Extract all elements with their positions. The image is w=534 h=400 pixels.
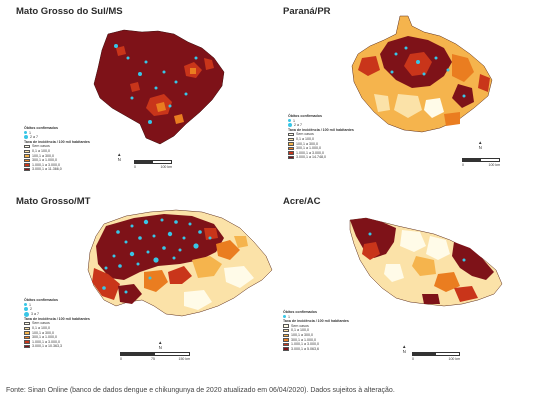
obito-dot-icon — [24, 307, 28, 312]
mt-class-4: 1.000,1 a 3.000,0 — [32, 339, 60, 344]
ac-title: Acre/AC — [283, 196, 321, 207]
pr-obito-2: 2 a 7 — [294, 123, 302, 128]
ac-class-4: 1.000,1 a 3.000,0 — [291, 342, 319, 347]
pr-scalebar: 0 100 km — [462, 158, 500, 167]
ac-scalebar: 0 100 km — [412, 352, 460, 361]
obito-dot-icon — [24, 303, 27, 307]
ac-legend: Óbitos confirmados 1 Taxa de incidência … — [283, 310, 349, 351]
ac-obitos-title: Óbitos confirmados — [283, 310, 317, 314]
pr-title: Paraná/PR — [283, 6, 331, 17]
ac-obitos-markers — [368, 232, 466, 262]
obito-dot-icon — [288, 123, 292, 128]
mt-obito-2: 2 — [30, 307, 32, 312]
ms-scale-left: 0 — [134, 164, 136, 169]
mt-class-5: 3.000,1 a 10.363,3 — [32, 344, 62, 349]
ac-north-arrow-icon: ▲ N — [402, 344, 407, 354]
ac-map[interactable] — [346, 214, 504, 310]
pr-incidence-title: Taxa de incidência / 100 mil habitantes — [288, 127, 354, 132]
pr-class-1: 0,1 a 100,0 — [296, 136, 314, 141]
ms-map[interactable] — [90, 28, 240, 146]
mt-class-0: Sem casos — [32, 321, 50, 326]
ms-state[interactable] — [93, 29, 225, 145]
pr-map[interactable] — [348, 14, 496, 134]
ac-obito-1: 1 — [288, 314, 290, 319]
mt-obitos-markers — [102, 218, 212, 294]
mt-class-2: 100,1 a 300,0 — [32, 330, 54, 335]
pr-class-0: Sem casos — [296, 132, 314, 137]
obito-dot-icon — [24, 131, 27, 135]
ms-obito-2: 2 a 7 — [30, 135, 38, 140]
ms-obito-1: 1 — [29, 130, 31, 135]
pr-scale-left: 0 — [462, 162, 464, 167]
pr-class-5: 3.000,1 a 14.748,0 — [296, 155, 326, 160]
ms-class-1: 0,1 a 100,0 — [32, 148, 50, 153]
obito-dot-icon — [288, 119, 291, 123]
ac-class-2: 100,1 a 300,0 — [291, 332, 313, 337]
source-note: Fonte: Sinan Online (banco de dados deng… — [6, 387, 395, 394]
ms-obitos-title: Óbitos confirmados — [24, 126, 58, 130]
mt-title: Mato Grosso/MT — [16, 196, 91, 207]
mt-scalebar: 0 75 150 km — [120, 352, 190, 361]
pr-legend: Óbitos confirmados 1 2 a 7 Taxa de incid… — [288, 114, 354, 160]
mt-obito-3: 3 a 7 — [31, 311, 39, 316]
pr-scale-right: 100 km — [488, 162, 500, 167]
mt-scale-mid: 75 — [151, 356, 155, 361]
mt-incidence-title: Taxa de incidência / 100 mil habitantes — [24, 316, 90, 321]
mt-obito-1: 1 — [29, 302, 31, 307]
pr-obitos-markers — [390, 46, 466, 98]
pr-class-3: 300,1 a 1.000,0 — [296, 146, 321, 151]
mt-obitos-title: Óbitos confirmados — [24, 298, 58, 302]
pr-obito-1: 1 — [293, 118, 295, 123]
ms-north-arrow-icon: ▲ N — [117, 152, 122, 162]
ac-class-5: 3.000,1 a 5.063,6 — [291, 346, 319, 351]
ms-incidence-title: Taxa de incidência / 100 mil habitantes — [24, 139, 90, 144]
mt-north-arrow-icon: ▲ N — [158, 340, 163, 350]
obito-dot-icon — [24, 311, 29, 317]
ms-class-2: 100,1 a 300,0 — [32, 153, 54, 158]
ms-class-0: Sem casos — [32, 144, 50, 149]
pr-north-arrow-icon: ▲ N — [478, 140, 483, 150]
ac-class-0: Sem casos — [291, 323, 309, 328]
mt-class-3: 300,1 a 1.000,0 — [32, 335, 57, 340]
mt-scale-right: 150 km — [178, 356, 190, 361]
ac-scale-right: 100 km — [448, 356, 460, 361]
ac-class-3: 300,1 a 1.000,0 — [291, 337, 316, 342]
ms-scale-right: 100 km — [160, 164, 172, 169]
pr-class-4: 1.000,1 a 3.000,0 — [296, 150, 324, 155]
mt-legend: Óbitos confirmados 1 2 3 a 7 Taxa de inc… — [24, 298, 90, 349]
ms-title: Mato Grosso do Sul/MS — [16, 6, 123, 17]
pr-obitos-title: Óbitos confirmados — [288, 114, 322, 118]
ac-class-1: 0,1 a 100,0 — [291, 328, 309, 333]
ac-incidence-title: Taxa de incidência / 100 mil habitantes — [283, 319, 349, 324]
ms-scalebar: 0 100 km — [134, 160, 172, 169]
ac-scale-left: 0 — [412, 356, 414, 361]
mt-class-1: 0,1 a 100,0 — [32, 325, 50, 330]
obito-dot-icon — [283, 315, 286, 319]
ms-obitos-markers — [114, 44, 198, 124]
ms-class-5: 3.000,1 a 11.366,0 — [32, 167, 62, 172]
pr-class-2: 100,1 a 300,0 — [296, 141, 318, 146]
ms-class-3: 300,1 a 1.000,0 — [32, 158, 57, 163]
ms-class-4: 1.000,1 a 3.000,0 — [32, 162, 60, 167]
mt-scale-left: 0 — [120, 356, 122, 361]
obito-dot-icon — [24, 135, 28, 140]
mt-map[interactable] — [84, 208, 274, 318]
ms-legend: Óbitos confirmados 1 2 a 7 Taxa de incid… — [24, 126, 90, 172]
